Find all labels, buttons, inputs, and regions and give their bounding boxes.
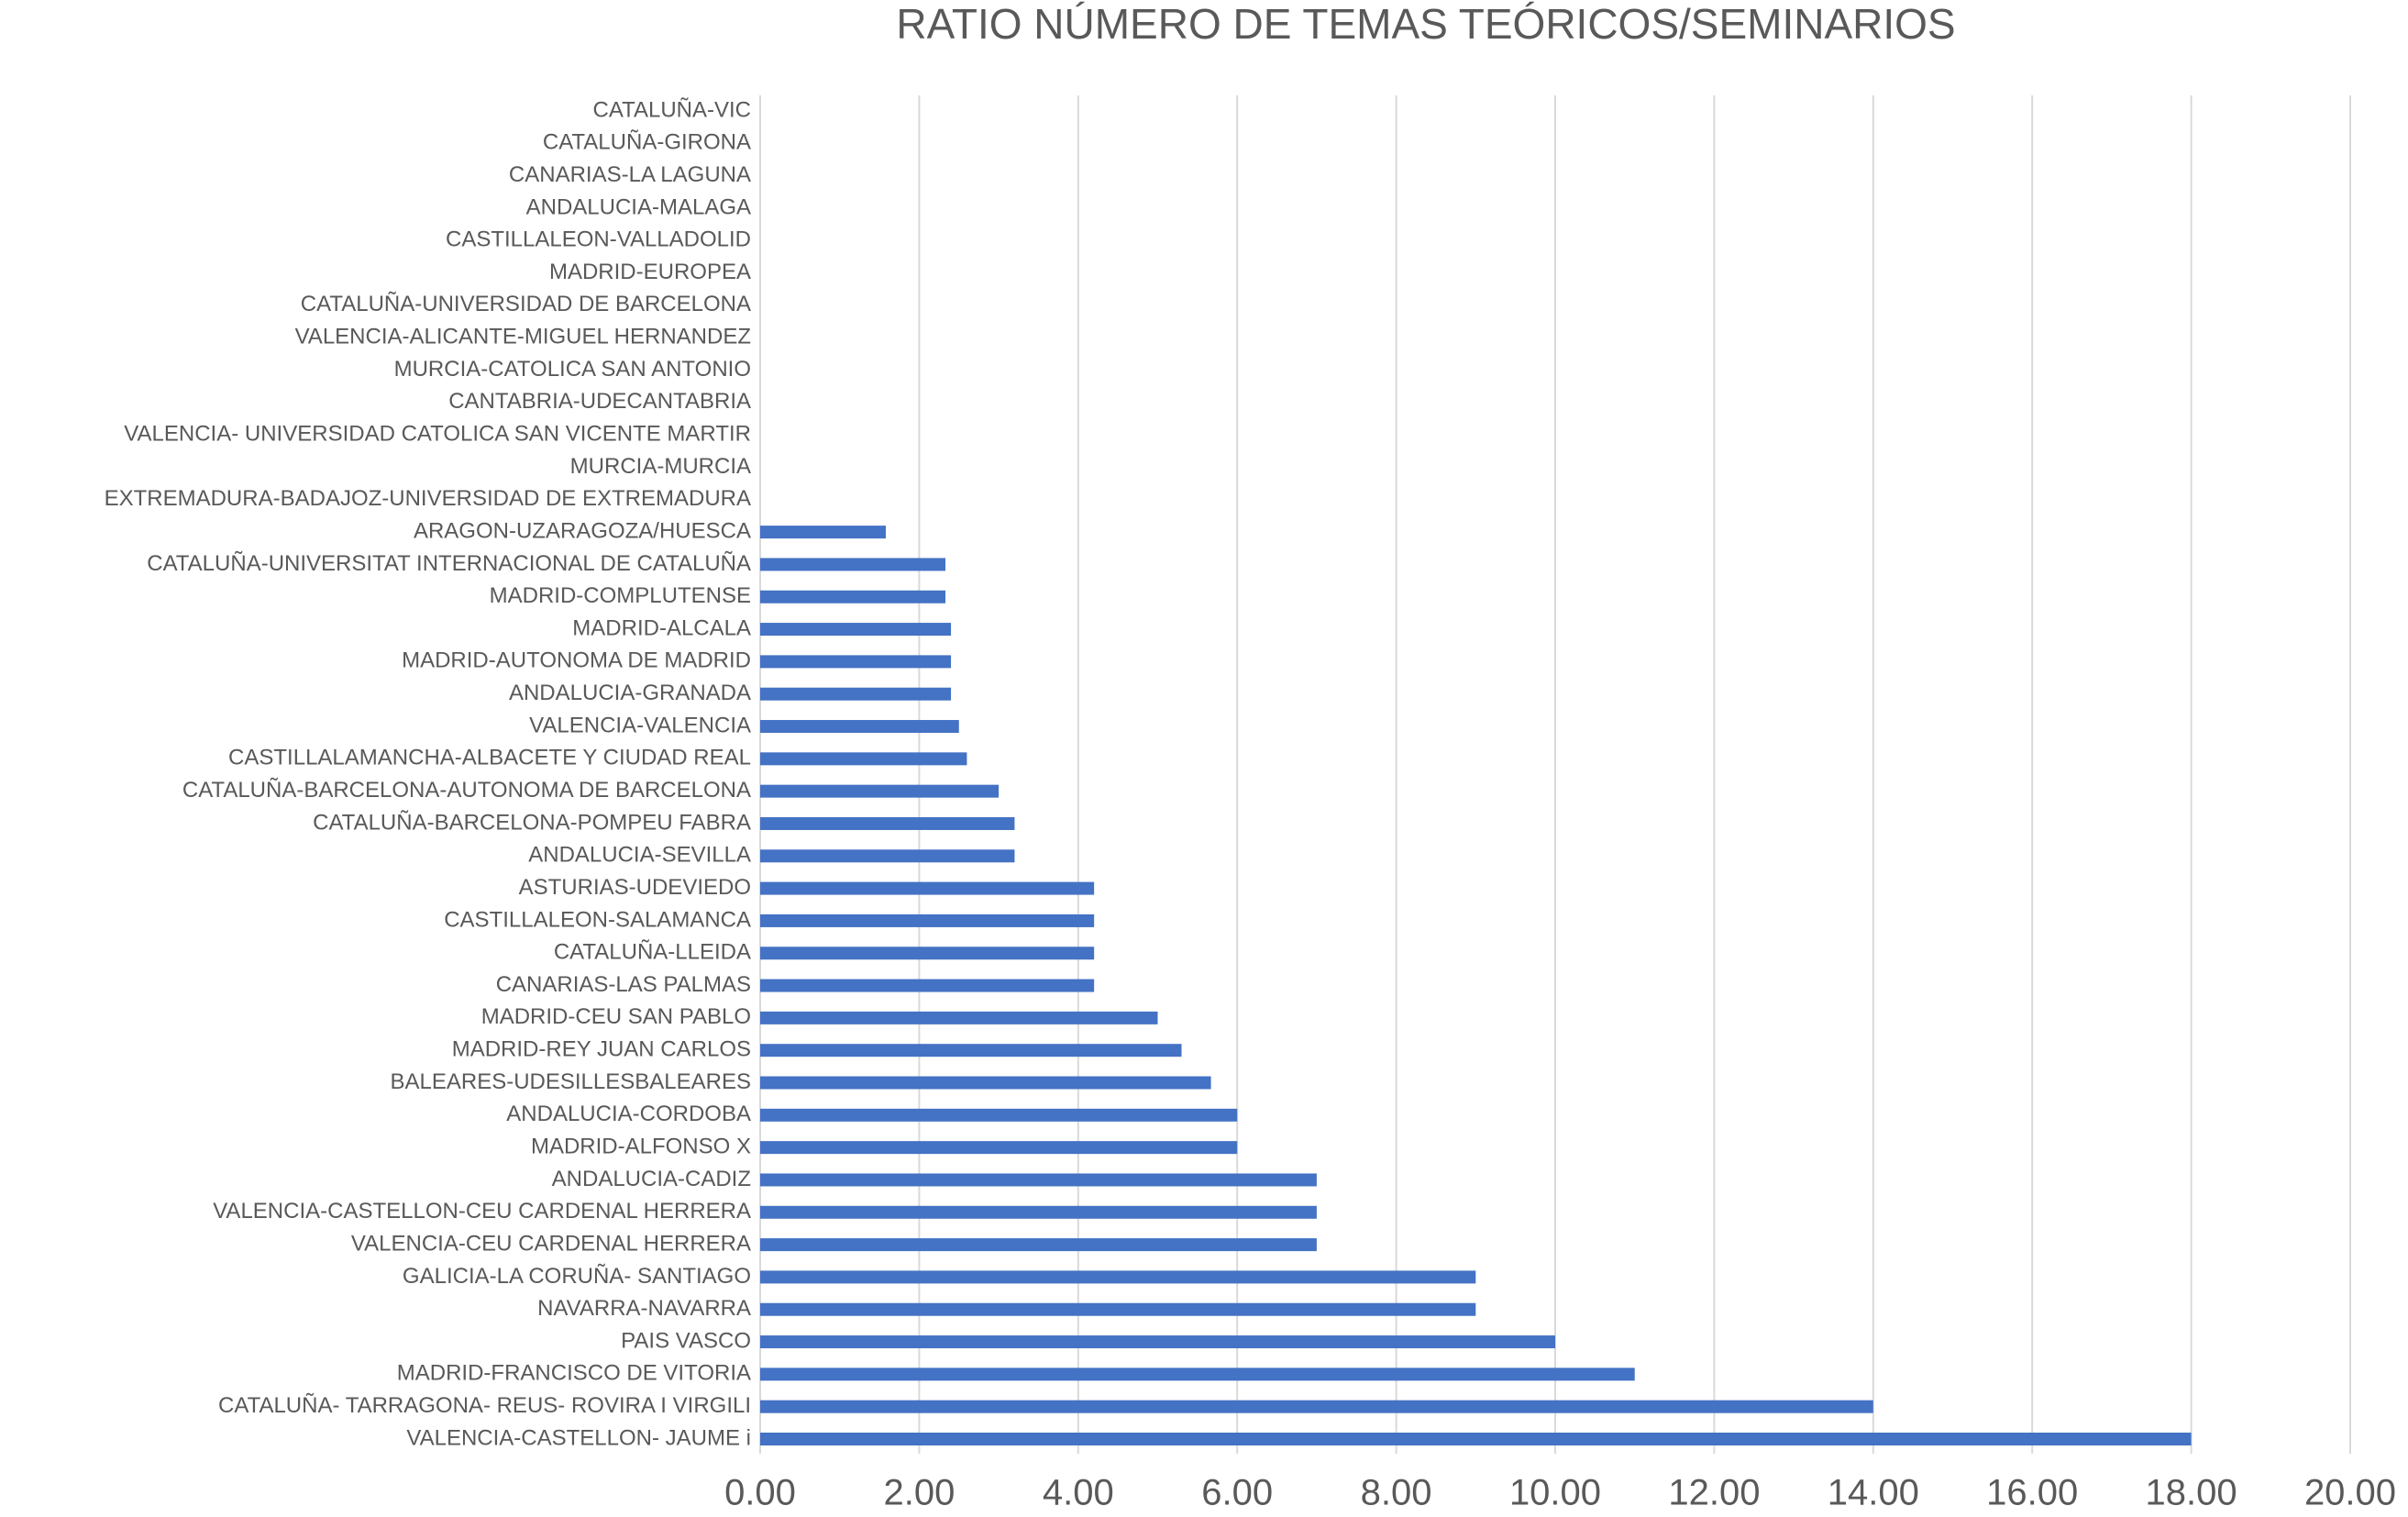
y-tick-label: ARAGON-UZARAGOZA/HUESCA bbox=[414, 518, 751, 543]
y-tick-label: CASTILLALEON-SALAMANCA bbox=[444, 907, 751, 932]
bar bbox=[760, 1205, 1317, 1219]
bar bbox=[760, 1108, 1238, 1122]
y-tick-label: VALENCIA- UNIVERSIDAD CATOLICA SAN VICEN… bbox=[124, 422, 751, 447]
bar bbox=[760, 1076, 1211, 1090]
y-tick-label: MADRID-ALFONSO X bbox=[531, 1134, 751, 1158]
bar bbox=[760, 1173, 1317, 1187]
y-tick-label: MADRID-ALCALA bbox=[572, 615, 751, 640]
x-tick-label: 18.00 bbox=[2146, 1473, 2237, 1513]
y-tick-label: NAVARRA-NAVARRA bbox=[537, 1296, 751, 1321]
bar bbox=[760, 1302, 1476, 1316]
bar bbox=[760, 1141, 1238, 1155]
y-tick-label: PAIS VASCO bbox=[621, 1328, 751, 1353]
bar bbox=[760, 784, 1000, 798]
y-tick-label: BALEARES-UDESILLESBALEARES bbox=[390, 1069, 751, 1094]
bar bbox=[760, 849, 1015, 863]
bar bbox=[760, 1044, 1182, 1057]
y-tick-label: CATALUÑA-UNIVERSIDAD DE BARCELONA bbox=[301, 292, 751, 316]
y-tick-label: VALENCIA-VALENCIA bbox=[529, 713, 751, 737]
y-tick-label: VALENCIA-ALICANTE-MIGUEL HERNANDEZ bbox=[295, 325, 751, 349]
x-tick-label: 10.00 bbox=[1509, 1473, 1601, 1513]
y-tick-label: CATALUÑA-VIC bbox=[593, 97, 751, 122]
bar bbox=[760, 558, 946, 571]
bar bbox=[760, 1368, 1635, 1381]
y-tick-label: VALENCIA-CASTELLON-CEU CARDENAL HERRERA bbox=[213, 1199, 751, 1224]
bar bbox=[760, 526, 886, 539]
x-tick-label: 12.00 bbox=[1668, 1473, 1760, 1513]
y-tick-label: CATALUÑA-BARCELONA-POMPEU FABRA bbox=[313, 810, 751, 835]
bar bbox=[760, 687, 952, 701]
y-tick-label: ANDALUCIA-MALAGA bbox=[526, 194, 751, 219]
bar bbox=[760, 914, 1095, 927]
y-tick-label: CANTABRIA-UDECANTABRIA bbox=[448, 389, 751, 414]
bar bbox=[760, 1270, 1476, 1284]
x-tick-label: 14.00 bbox=[1828, 1473, 1919, 1513]
y-tick-label: MURCIA-MURCIA bbox=[570, 454, 751, 479]
bar bbox=[760, 1400, 1873, 1413]
y-tick-label: GALICIA-LA CORUÑA- SANTIAGO bbox=[403, 1264, 751, 1289]
x-tick-label: 2.00 bbox=[883, 1473, 955, 1513]
y-tick-label: CATALUÑA- TARRAGONA- REUS- ROVIRA I VIRG… bbox=[218, 1393, 751, 1418]
y-tick-label: VALENCIA-CEU CARDENAL HERRERA bbox=[351, 1231, 751, 1256]
y-tick-label: CATALUÑA-LLEIDA bbox=[554, 940, 751, 965]
bar bbox=[760, 881, 1095, 895]
y-tick-label: MADRID-CEU SAN PABLO bbox=[481, 1004, 751, 1029]
y-tick-label: MADRID-EUROPEA bbox=[549, 260, 751, 284]
y-tick-label: CATALUÑA-GIRONA bbox=[543, 130, 751, 155]
bar bbox=[760, 623, 952, 637]
bar bbox=[760, 1433, 2192, 1445]
bar bbox=[760, 1238, 1317, 1252]
y-tick-label: VALENCIA-CASTELLON- JAUME i bbox=[406, 1425, 751, 1450]
y-tick-label: MADRID-REY JUAN CARLOS bbox=[452, 1037, 751, 1062]
bar bbox=[760, 816, 1015, 830]
y-tick-label: CANARIAS-LAS PALMAS bbox=[496, 972, 751, 997]
x-tick-label: 4.00 bbox=[1043, 1473, 1114, 1513]
y-tick-label: CATALUÑA-BARCELONA-AUTONOMA DE BARCELONA bbox=[182, 778, 751, 803]
y-tick-label: ANDALUCIA-SEVILLA bbox=[528, 843, 751, 868]
y-tick-label: MADRID-FRANCISCO DE VITORIA bbox=[397, 1361, 751, 1386]
bar bbox=[760, 1011, 1158, 1024]
bar bbox=[760, 979, 1095, 992]
bar bbox=[760, 655, 952, 669]
y-tick-label: ANDALUCIA-CADIZ bbox=[552, 1167, 751, 1191]
x-tick-label: 8.00 bbox=[1361, 1473, 1432, 1513]
y-tick-label: CANARIAS-LA LAGUNA bbox=[509, 162, 751, 187]
y-tick-label: MURCIA-CATOLICA SAN ANTONIO bbox=[394, 357, 751, 382]
x-tick-label: 6.00 bbox=[1201, 1473, 1273, 1513]
y-tick-label: CATALUÑA-UNIVERSITAT INTERNACIONAL DE CA… bbox=[147, 551, 751, 576]
y-tick-label: EXTREMADURA-BADAJOZ-UNIVERSIDAD DE EXTRE… bbox=[105, 486, 751, 511]
bar bbox=[760, 720, 959, 734]
y-tick-label: ASTURIAS-UDEVIEDO bbox=[519, 875, 751, 900]
bar bbox=[760, 752, 967, 766]
bar bbox=[760, 590, 946, 603]
y-tick-label: CASTILLALEON-VALLADOLID bbox=[446, 227, 751, 252]
x-tick-label: 20.00 bbox=[2304, 1473, 2396, 1513]
x-tick-label: 0.00 bbox=[724, 1473, 796, 1513]
y-tick-label: ANDALUCIA-GRANADA bbox=[509, 681, 751, 705]
y-tick-label: MADRID-AUTONOMA DE MADRID bbox=[402, 648, 751, 673]
y-tick-label: CASTILLALAMANCHA-ALBACETE Y CIUDAD REAL bbox=[228, 746, 751, 770]
y-tick-label: ANDALUCIA-CORDOBA bbox=[506, 1102, 751, 1126]
chart-title: RATIO NÚMERO DE TEMAS TEÓRICOS/SEMINARIO… bbox=[896, 0, 1955, 48]
y-tick-label: MADRID-COMPLUTENSE bbox=[490, 583, 751, 608]
bar bbox=[760, 1335, 1555, 1349]
bar bbox=[760, 947, 1095, 960]
x-tick-label: 16.00 bbox=[1986, 1473, 2078, 1513]
